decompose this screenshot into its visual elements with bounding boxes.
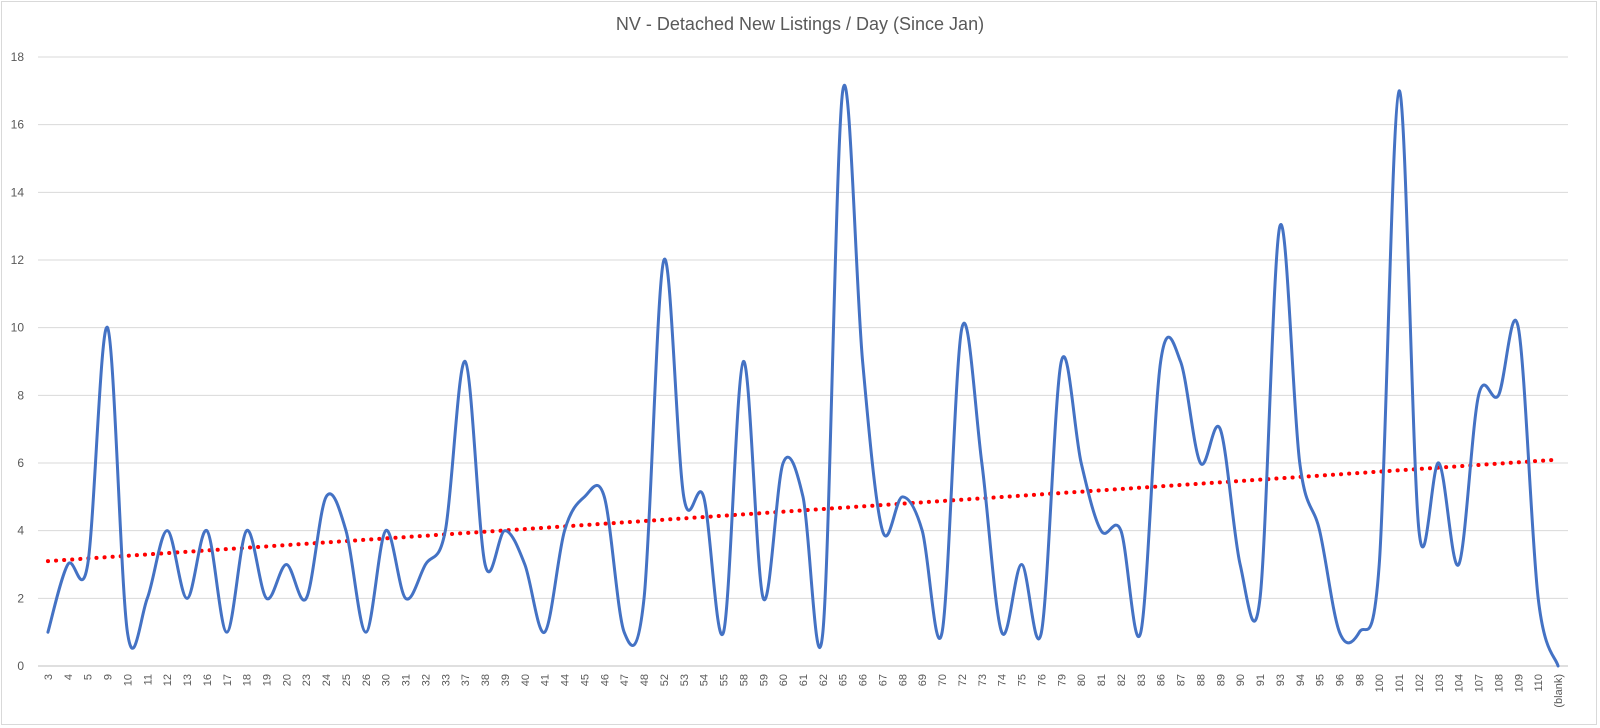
x-tick-label: 82 <box>1116 674 1128 686</box>
x-tick-label: 5 <box>83 674 95 680</box>
x-tick-label: 83 <box>1136 674 1148 686</box>
x-tick-label: 31 <box>401 674 413 686</box>
series-line <box>46 83 1560 668</box>
y-tick-label: 18 <box>11 50 25 64</box>
x-tick-label: 13 <box>182 674 194 686</box>
x-tick-label: 73 <box>977 674 989 686</box>
x-tick-label: 47 <box>619 674 631 686</box>
x-tick-label: 59 <box>758 674 770 686</box>
x-tick-label: 11 <box>142 674 154 685</box>
trendline-layer <box>45 457 1561 564</box>
x-tick-label: (blank) <box>1553 674 1565 708</box>
y-tick-label: 8 <box>17 388 24 402</box>
y-tick-label: 4 <box>17 524 24 538</box>
x-tick-label: 52 <box>659 674 671 686</box>
x-tick-label: 86 <box>1156 674 1168 686</box>
x-tick-label: 54 <box>699 674 711 686</box>
x-tick-label: 88 <box>1195 674 1207 686</box>
x-tick-label: 32 <box>420 674 432 686</box>
x-tick-label: 10 <box>122 674 134 686</box>
x-tick-label: 3 <box>43 674 55 680</box>
y-tick-label: 10 <box>11 321 25 335</box>
x-tick-label: 87 <box>1176 674 1188 686</box>
x-tick-label: 75 <box>1017 674 1029 686</box>
x-tick-label: 16 <box>202 674 214 686</box>
chart-title: NV - Detached New Listings / Day (Since … <box>615 14 985 34</box>
x-tick-label: 17 <box>222 674 234 686</box>
x-tick-label: 39 <box>500 674 512 686</box>
y-tick-label: 12 <box>11 253 25 267</box>
x-tick-label: 53 <box>679 674 691 686</box>
x-tick-label: 20 <box>281 674 293 686</box>
x-tick-label: 19 <box>262 674 274 686</box>
x-tick-label: 9 <box>103 674 115 680</box>
x-tick-label: 98 <box>1354 674 1366 686</box>
x-tick-label: 26 <box>361 674 373 686</box>
x-tick-label: 79 <box>1056 674 1068 686</box>
trendline <box>45 457 1561 564</box>
x-tick-label: 55 <box>719 674 731 686</box>
x-tick-label: 33 <box>440 674 452 686</box>
x-tick-label: 89 <box>1215 674 1227 686</box>
y-tick-label: 14 <box>11 185 25 199</box>
y-tick-label: 6 <box>17 456 24 470</box>
x-tick-label: 41 <box>540 674 552 686</box>
x-tick-label: 48 <box>639 674 651 686</box>
x-tick-label: 94 <box>1295 674 1307 686</box>
x-tick-label: 74 <box>997 674 1009 686</box>
x-tick-label: 65 <box>838 674 850 686</box>
x-tick-label: 58 <box>738 674 750 686</box>
x-tick-label: 4 <box>63 674 75 680</box>
x-tick-label: 93 <box>1275 674 1287 686</box>
x-tick-label: 80 <box>1076 674 1088 686</box>
x-tick-label: 72 <box>957 674 969 686</box>
x-tick-label: 70 <box>937 674 949 686</box>
y-tick-label: 0 <box>17 659 24 673</box>
x-tick-label: 96 <box>1334 674 1346 686</box>
x-tick-label: 38 <box>480 674 492 686</box>
x-tick-label: 110 <box>1533 674 1545 692</box>
x-tick-label: 101 <box>1394 674 1406 692</box>
x-tick-label: 68 <box>897 674 909 686</box>
x-tick-label: 108 <box>1493 674 1505 692</box>
x-tick-label: 104 <box>1454 674 1466 692</box>
x-tick-label: 103 <box>1434 674 1446 692</box>
x-tick-label: 46 <box>599 674 611 686</box>
y-tick-label: 16 <box>11 118 25 132</box>
x-tick-label: 60 <box>778 674 790 686</box>
x-tick-label: 23 <box>301 674 313 686</box>
y-axis: 0 2 4 6 8 10 12 14 16 18 <box>11 50 25 673</box>
x-tick-label: 40 <box>520 674 532 686</box>
x-tick-label: 18 <box>242 674 254 686</box>
x-tick-label: 24 <box>321 674 333 686</box>
x-tick-label: 61 <box>798 674 810 686</box>
y-tick-label: 2 <box>17 591 24 605</box>
x-tick-label: 100 <box>1374 674 1386 692</box>
x-tick-label: 67 <box>877 674 889 686</box>
series-layer <box>46 83 1560 668</box>
x-tick-label: 109 <box>1513 674 1525 692</box>
x-tick-label: 30 <box>381 674 393 686</box>
x-tick-label: 12 <box>162 674 174 686</box>
x-tick-label: 44 <box>560 674 572 686</box>
x-tick-label: 76 <box>1036 674 1048 686</box>
x-tick-label: 91 <box>1255 674 1267 686</box>
x-tick-label: 45 <box>579 674 591 686</box>
x-tick-label: 66 <box>858 674 870 686</box>
gridlines <box>38 56 1568 667</box>
x-tick-label: 90 <box>1235 674 1247 686</box>
x-tick-label: 107 <box>1474 674 1486 692</box>
x-tick-label: 62 <box>818 674 830 686</box>
x-tick-label: 69 <box>917 674 929 686</box>
x-axis: 3 4 5 9 10 11 12 13 16 17 18 19 20 23 24 25 26 30 31 32 33 37… <box>43 674 1565 708</box>
x-tick-label: 25 <box>341 674 353 686</box>
x-tick-label: 102 <box>1414 674 1426 692</box>
x-tick-label: 95 <box>1315 674 1327 686</box>
x-tick-label: 37 <box>460 674 472 686</box>
x-tick-label: 81 <box>1096 674 1108 686</box>
